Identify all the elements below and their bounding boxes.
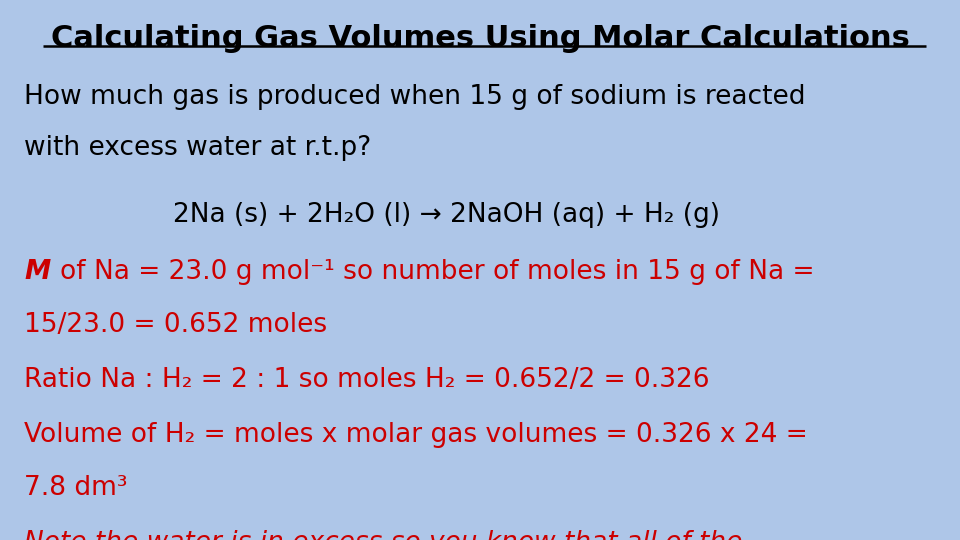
Text: M: M xyxy=(24,259,50,285)
Text: of Na = 23.0 g mol⁻¹ so number of moles in 15 g of Na =: of Na = 23.0 g mol⁻¹ so number of moles … xyxy=(60,259,814,285)
Text: 2Na (s) + 2H₂O (l) → 2NaOH (aq) + H₂ (g): 2Na (s) + 2H₂O (l) → 2NaOH (aq) + H₂ (g) xyxy=(173,202,720,228)
Text: 7.8 dm³: 7.8 dm³ xyxy=(24,475,128,501)
Text: Note the water is in excess so you know that all of the: Note the water is in excess so you know … xyxy=(24,530,742,540)
Text: Volume of H₂ = moles x molar gas volumes = 0.326 x 24 =: Volume of H₂ = moles x molar gas volumes… xyxy=(24,422,807,448)
Text: Ratio Na : H₂ = 2 : 1 so moles H₂ = 0.652/2 = 0.326: Ratio Na : H₂ = 2 : 1 so moles H₂ = 0.65… xyxy=(24,367,709,393)
Text: Calculating Gas Volumes Using Molar Calculations: Calculating Gas Volumes Using Molar Calc… xyxy=(51,24,909,53)
Text: with excess water at r.t.p?: with excess water at r.t.p? xyxy=(24,135,372,161)
Text: How much gas is produced when 15 g of sodium is reacted: How much gas is produced when 15 g of so… xyxy=(24,84,805,110)
Text: 15/23.0 = 0.652 moles: 15/23.0 = 0.652 moles xyxy=(24,312,327,338)
